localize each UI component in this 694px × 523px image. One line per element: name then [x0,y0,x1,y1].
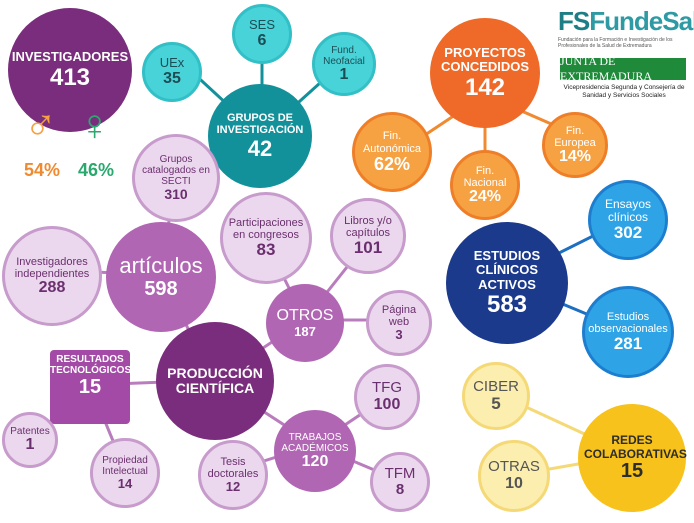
fundesalud-logo: FSFundeSalud Fundación para la Formación… [558,6,694,49]
libros-label: Libros y/o capítulos [344,214,392,240]
logo-fs: FS [558,6,590,36]
grupos-secti-bubble: Grupos catalogados en SECTI 310 [132,134,220,222]
resultados-box: RESULTADOS TECNOLÓGICOS 15 [50,350,132,424]
patentes-label: Patentes [10,426,50,438]
ciber-value: 5 [491,394,501,414]
investigadores-bubble: INVESTIGADORES 413 [8,8,132,132]
pagina-web-label: Página web [381,304,417,329]
tfm-value: 8 [395,481,405,499]
grupos-bubble: GRUPOS DE INVESTIGACIÓN 42 [208,84,312,188]
patentes-value: 1 [25,436,35,454]
fund-neofacial-bubble: Fund. Neofacial 1 [312,32,376,96]
grupos-secti-label: Grupos catalogados en SECTI [142,154,210,188]
tfg-value: 100 [373,395,401,413]
tfm-label: TFM [384,464,416,482]
proyectos-value: 142 [464,73,506,101]
produccion-label: PRODUCCIÓN CIENTÍFICA [167,364,263,396]
ses-label: SES [248,17,275,33]
male-percentage: 54% [24,160,61,180]
investigadores-value: 413 [49,63,91,91]
ensayos-label: Ensayos clínicos [604,196,652,225]
congresos-bubble: Participaciones en congresos 83 [220,192,312,284]
pagina-web-value: 3 [395,327,403,343]
proyectos-label: PROYECTOS CONCEDIDOS [440,45,530,75]
logo-fundesalud: FundeSalud [589,6,694,36]
junta-logo: JUNTA DE EXTREMADURA [560,54,686,83]
redes-value: 15 [620,459,644,482]
congresos-value: 83 [256,240,276,260]
ses-bubble: SES 6 [232,4,292,64]
estudios-bubble: ESTUDIOS CLÍNICOS ACTIVOS 583 [446,222,568,344]
otros-label: OTROS [276,307,334,325]
otras-label: OTRAS [488,458,540,476]
fin-europea-bubble: Fin. Europea 14% [542,112,608,178]
ciber-bubble: CIBER 5 [462,362,530,430]
ensayos-value: 302 [613,223,643,243]
resultados-value: 15 [78,376,102,398]
articulos-value: 598 [144,277,178,300]
fin-nacional-bubble: Fin. Nacional 24% [450,150,520,220]
uex-bubble: UEx 35 [142,42,202,102]
pagina-web-bubble: Página web 3 [366,290,432,356]
propiedad-value: 14 [117,476,133,492]
uex-label: UEx [159,55,185,71]
libros-bubble: Libros y/o capítulos 101 [330,198,406,274]
congresos-label: Participaciones en congresos [228,216,304,242]
grupos-label: GRUPOS DE INVESTIGACIÓN [216,112,304,137]
independientes-label: Investigadores independientes [14,255,90,280]
uex-value: 35 [163,69,181,87]
propiedad-bubble: Propiedad Intelectual 14 [90,438,160,508]
tfg-bubble: TFG 100 [354,364,420,430]
female-symbol-icon: ♀ [78,101,111,150]
fin-autonomica-value: 62% [373,153,411,174]
estudios-value: 583 [486,290,528,318]
propiedad-label: Propiedad Intelectual [102,455,148,478]
tesis-label: Tesis doctorales [207,456,259,481]
trabajos-value: 120 [301,452,329,470]
fin-autonomica-bubble: Fin. Autonómica 62% [352,112,432,192]
logo-tagline: Fundación para la Formación e Investigac… [558,37,673,49]
male-symbol-icon: ♂ [24,101,57,150]
articulos-label: artículos [119,253,203,279]
proyectos-bubble: PROYECTOS CONCEDIDOS 142 [430,18,540,128]
redes-label: REDES COLABORATIVAS [584,433,687,461]
estudios-label: ESTUDIOS CLÍNICOS ACTIVOS [473,247,541,292]
tfg-label: TFG [372,379,402,397]
produccion-bubble: PRODUCCIÓN CIENTÍFICA [156,322,274,440]
trabajos-bubble: TRABAJOS ACADÉMICOS 120 [274,410,356,492]
observacionales-label: Estudios observacionales [588,310,668,336]
fin-europea-value: 14% [558,147,592,165]
otros-value: 187 [294,323,316,339]
trabajos-label: TRABAJOS ACADÉMICOS [281,431,349,454]
redes-bubble: REDES COLABORATIVAS 15 [578,404,687,512]
independientes-value: 288 [38,278,66,296]
ensayos-bubble: Ensayos clínicos 302 [588,180,668,260]
libros-value: 101 [353,238,383,258]
fin-nacional-label: Fin. Nacional [463,164,507,189]
fin-autonomica-label: Fin. Autonómica [362,130,422,155]
ciber-label: CIBER [473,377,519,395]
patentes-bubble: Patentes 1 [2,412,58,468]
investigadores-label: INVESTIGADORES [11,49,129,65]
fund-neofacial-label: Fund. Neofacial [323,44,365,67]
tesis-value: 12 [225,479,241,495]
ses-value: 6 [257,31,267,49]
otros-bubble: OTROS 187 [266,284,344,362]
tesis-bubble: Tesis doctorales 12 [198,440,268,510]
fund-neofacial-value: 1 [339,65,349,83]
observacionales-bubble: Estudios observacionales 281 [582,286,674,378]
tfm-bubble: TFM 8 [370,452,430,512]
fin-europea-label: Fin. Europea [554,124,596,149]
resultados-label: RESULTADOS TECNOLÓGICOS [50,354,132,376]
vicepresidencia-text: Vicepresidencia Segunda y Consejería de … [563,84,685,99]
grupos-value: 42 [247,135,273,161]
female-percentage: 46% [78,160,115,180]
fin-nacional-value: 24% [468,187,502,205]
grupos-secti-value: 310 [164,186,188,203]
articulos-bubble: artículos 598 [106,222,216,332]
observacionales-value: 281 [613,334,643,354]
independientes-bubble: Investigadores independientes 288 [2,226,102,326]
otras-value: 10 [505,474,523,492]
otras-bubble: OTRAS 10 [478,440,550,512]
